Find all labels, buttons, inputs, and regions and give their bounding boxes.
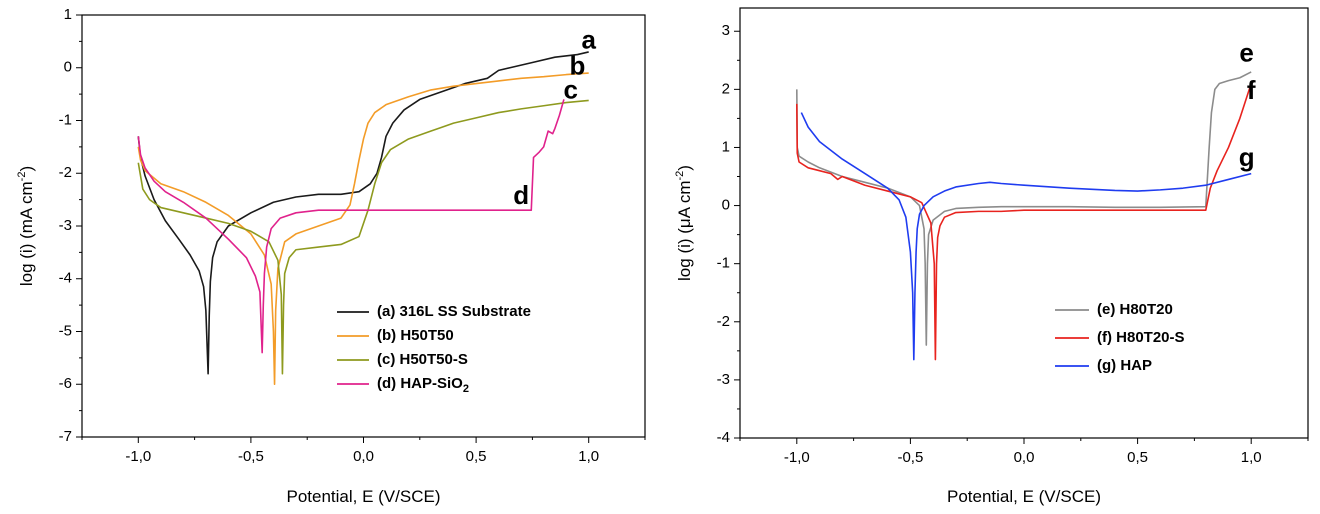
series-group [796, 71, 1252, 361]
x-tick-label: -1,0 [784, 449, 810, 466]
y-tick-label: 0 [722, 197, 730, 214]
x-tick-label: 1,0 [578, 448, 599, 465]
series-line--c-h50t50-s [137, 99, 589, 375]
x-tick-label: -0,5 [238, 448, 264, 465]
x-tick-label: 0,5 [466, 448, 487, 465]
y-tick-label: 1 [64, 6, 72, 23]
y-axis-title: log (i) (μA cm-2) [674, 165, 694, 281]
series-line--b-h50t50 [137, 72, 589, 386]
curve-letter-f: f [1247, 75, 1256, 105]
plot-frame [739, 7, 1309, 439]
series-line--a-316l-ss-substrate [137, 51, 589, 375]
legend-label: (c) H50T50-S [377, 351, 468, 368]
series-line--g-hap [800, 112, 1252, 361]
y-tick-label: -6 [59, 375, 72, 392]
series-line--f-h80t20-s [796, 83, 1252, 361]
y-tick-label: 1 [722, 138, 730, 155]
x-tick-label: 0,0 [1014, 449, 1035, 466]
curve-letter-a: a [581, 24, 596, 54]
legend-label: (b) H50T50 [377, 327, 454, 344]
y-tick-label: -1 [717, 255, 730, 272]
curve-letter-g: g [1239, 142, 1255, 172]
y-tick-label: -1 [59, 111, 72, 128]
y-tick-label: 2 [722, 80, 730, 97]
x-tick-label: 0,5 [1127, 449, 1148, 466]
chart-panel-2: -1,0 -0,5 0,0 0,5 1,0 -4 -3 -2 -1 0 1 2 3 Potential, … [674, 7, 1309, 506]
x-tick-label: -0,5 [897, 449, 923, 466]
legend: (e) H80T20 (f) H80T20-S (g) HAP [1055, 301, 1185, 374]
y-tick-label: -3 [717, 371, 730, 388]
x-axis-title: Potential, E (V/SCE) [947, 487, 1101, 506]
curve-letter-e: e [1239, 37, 1253, 67]
curve-letter-b: b [569, 51, 585, 81]
y-tick-label: -7 [59, 428, 72, 445]
series-line--e-h80t20 [796, 71, 1252, 346]
x-axis-title: Potential, E (V/SCE) [286, 487, 440, 506]
curve-letter-d: d [513, 180, 529, 210]
series-group [137, 51, 589, 386]
x-tick-label: 0,0 [353, 448, 374, 465]
y-tick-label: -3 [59, 217, 72, 234]
y-tick-label: -2 [59, 164, 72, 181]
legend-label: (g) HAP [1097, 357, 1152, 374]
y-tick-label: 0 [64, 59, 72, 76]
legend-label: (e) H80T20 [1097, 301, 1173, 318]
legend-label: (d) HAP-SiO2 [377, 375, 469, 395]
x-tick-label: -1,0 [125, 448, 151, 465]
curve-letter-c: c [563, 74, 577, 104]
legend-label: (f) H80T20-S [1097, 329, 1185, 346]
legend: (a) 316L SS Substrate (b) H50T50 (c) H50T5… [337, 303, 531, 395]
y-tick-label: -5 [59, 322, 72, 339]
y-tick-label: -2 [717, 313, 730, 330]
y-axis-title: log (i) (mA cm-2) [16, 166, 36, 286]
y-tick-label: -4 [59, 270, 72, 287]
y-tick-label: 3 [722, 22, 730, 39]
chart-panel-1: -1,0 -0,5 0,0 0,5 1,0 -7 -6 -5 -4 -3 -2 -1 0 1 Potenti… [16, 6, 646, 506]
series-line--d-hap-sio2 [137, 99, 565, 354]
x-tick-label: 1,0 [1241, 449, 1262, 466]
legend-label: (a) 316L SS Substrate [377, 303, 531, 320]
plot-frame [81, 14, 646, 438]
y-tick-label: -4 [717, 429, 730, 446]
